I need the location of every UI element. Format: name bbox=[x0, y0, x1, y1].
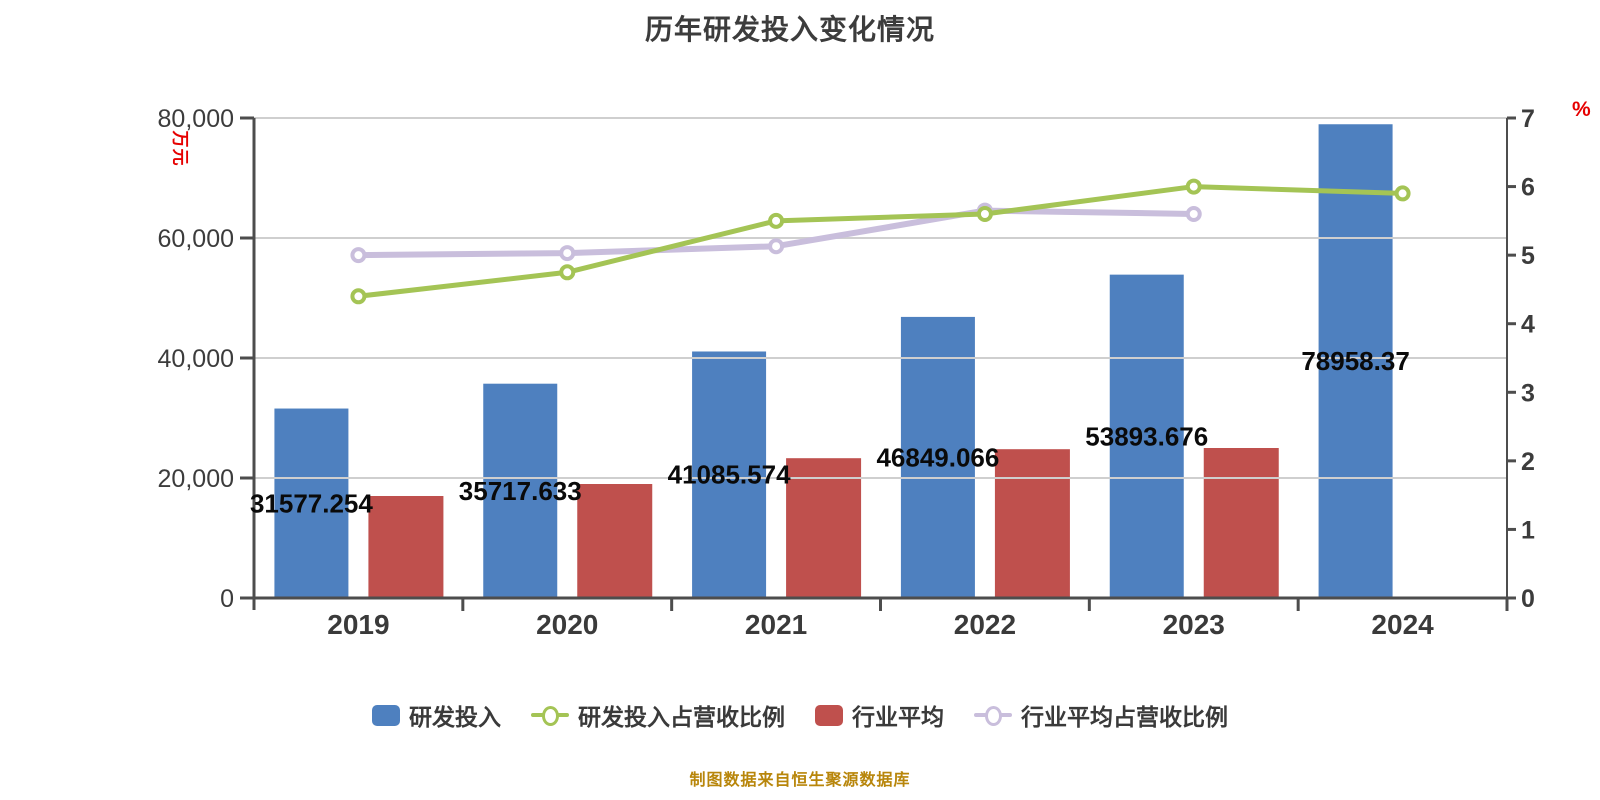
right-axis-tick-label-3: 3 bbox=[1521, 379, 1535, 407]
legend-item-industry-average[interactable]: 行业平均 bbox=[815, 698, 944, 732]
rd-ratio-point-2023 bbox=[1185, 178, 1202, 195]
x-axis-label-2020: 2020 bbox=[536, 609, 598, 640]
rd-ratio-line-swatch bbox=[531, 705, 569, 726]
industry-ratio-point-2019 bbox=[350, 247, 367, 264]
right-axis-tick-label-6: 6 bbox=[1521, 174, 1535, 202]
data-source-caption: 制图数据来自恒生聚源数据库 bbox=[689, 772, 911, 789]
industry-ratio-point-2021 bbox=[768, 238, 785, 255]
right-axis-tick-label-5: 5 bbox=[1521, 242, 1535, 270]
legend-item-industry-ratio[interactable]: 行业平均占营收比例 bbox=[974, 698, 1228, 732]
industry-average-bar-swatch bbox=[815, 704, 843, 726]
industry-average-bar-2019 bbox=[368, 496, 444, 598]
x-axis-label-2021: 2021 bbox=[745, 609, 807, 640]
legend: 研发投入 研发投入占营收比例 行业平均 行业平均占营收比例 bbox=[0, 698, 1600, 732]
value-label-2022: 46849.066 bbox=[876, 442, 999, 472]
rd-ratio-line bbox=[355, 184, 1406, 299]
rd-investment-bar-2024 bbox=[1318, 124, 1393, 598]
rd-investment-bar-2020 bbox=[483, 383, 558, 598]
left-axis-tick-label-20,000: 20,000 bbox=[158, 465, 234, 493]
x-axis-label-2022: 2022 bbox=[954, 609, 1016, 640]
rd-investment-bar-2021 bbox=[692, 351, 767, 598]
left-axis-tick-label-40,000: 40,000 bbox=[158, 345, 234, 373]
right-axis-tick-label-7: 7 bbox=[1521, 105, 1535, 133]
chart-title: 历年研发投入变化情况 bbox=[644, 14, 935, 45]
value-label-2021: 41085.574 bbox=[668, 460, 791, 490]
x-axis-label-2023: 2023 bbox=[1163, 609, 1225, 640]
left-axis-tick-label-80,000: 80,000 bbox=[158, 105, 234, 133]
rd-investment-bar-swatch bbox=[372, 704, 400, 726]
right-axis-unit-label: % bbox=[1572, 98, 1591, 121]
rd-ratio-point-2022 bbox=[976, 206, 993, 222]
value-label-2024: 78958.37 bbox=[1301, 346, 1409, 376]
legend-item-rd-ratio[interactable]: 研发投入占营收比例 bbox=[531, 698, 785, 732]
x-axis-label-2019: 2019 bbox=[327, 609, 389, 640]
industry-ratio-point-2023 bbox=[1185, 206, 1202, 222]
rd-ratio-point-2024 bbox=[1394, 185, 1411, 202]
right-axis-tick-label-2: 2 bbox=[1521, 448, 1535, 476]
right-axis-tick-label-4: 4 bbox=[1521, 311, 1535, 339]
rd-investment-bar-2022 bbox=[900, 316, 975, 598]
legend-label-industry-average: 行业平均 bbox=[852, 704, 944, 730]
industry-average-bar-2022 bbox=[994, 449, 1070, 598]
industry-ratio-line-swatch bbox=[974, 705, 1012, 726]
rd-investment-bar-2023 bbox=[1109, 274, 1184, 598]
legend-label-industry-ratio: 行业平均占营收比例 bbox=[1021, 704, 1228, 730]
industry-average-bar-2021 bbox=[786, 458, 862, 598]
industry-ratio-point-2020 bbox=[559, 245, 576, 262]
legend-label-rd-investment: 研发投入 bbox=[409, 704, 501, 730]
legend-label-rd-ratio: 研发投入占营收比例 bbox=[578, 704, 785, 730]
left-axis-unit-label: 万元 bbox=[170, 130, 190, 167]
rd-ratio-point-2019 bbox=[350, 288, 367, 305]
industry-average-bar-2023 bbox=[1203, 448, 1279, 598]
right-axis-tick-label-1: 1 bbox=[1521, 516, 1535, 544]
left-axis-tick-label-60,000: 60,000 bbox=[158, 225, 234, 253]
value-label-2020: 35717.633 bbox=[459, 476, 582, 506]
left-axis-tick-label-0: 0 bbox=[220, 585, 234, 613]
x-axis-label-2024: 2024 bbox=[1371, 609, 1434, 640]
legend-item-rd-investment[interactable]: 研发投入 bbox=[372, 698, 501, 732]
rd-investment-bar-2019 bbox=[274, 408, 349, 598]
value-label-2019: 31577.254 bbox=[250, 488, 373, 518]
right-axis-tick-label-0: 0 bbox=[1521, 585, 1535, 613]
rd-ratio-point-2021 bbox=[768, 212, 785, 229]
rd-ratio-point-2020 bbox=[559, 264, 576, 281]
industry-average-bar-2020 bbox=[577, 484, 653, 598]
value-label-2023: 53893.676 bbox=[1085, 421, 1208, 451]
